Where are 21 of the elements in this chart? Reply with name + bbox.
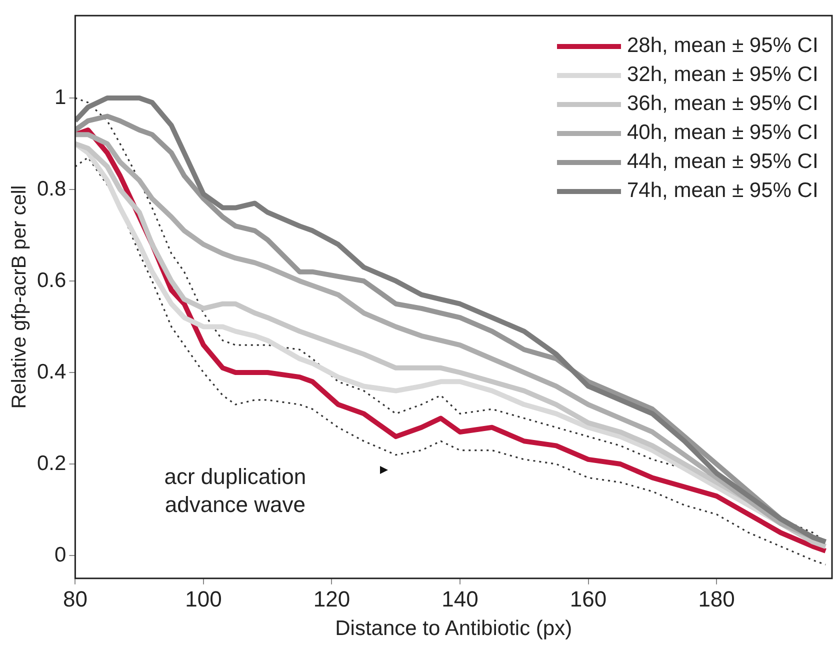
- legend-label: 32h, mean ± 95% CI: [627, 63, 818, 88]
- legend-label: 36h, mean ± 95% CI: [627, 92, 818, 116]
- legend-label: 44h, mean ± 95% CI: [627, 150, 818, 174]
- legend-label: 40h, mean ± 95% CI: [627, 121, 818, 146]
- x-tick-label: 140: [442, 586, 478, 612]
- x-tick-label: 120: [313, 586, 350, 612]
- annotation: acr duplication advance wave: [163, 463, 308, 520]
- x-tick-label: 160: [570, 586, 607, 612]
- y-tick-label: 0.8: [36, 177, 66, 200]
- y-tick-label: 0.6: [36, 268, 66, 292]
- y-tick-label: 0: [54, 543, 66, 566]
- y-tick-label: 1: [54, 86, 66, 109]
- legend-label: 74h, mean ± 95% CI: [627, 179, 818, 204]
- legend-label: 28h, mean ± 95% CI: [627, 34, 818, 58]
- x-tick-label: 100: [185, 586, 222, 612]
- y-axis-title: Relative gfp-acrB per cell: [8, 185, 31, 409]
- y-tick-label: 0.2: [36, 452, 66, 475]
- y-tick-label: 0.4: [36, 360, 67, 384]
- x-tick-label: 180: [698, 586, 735, 612]
- x-tick-label: 80: [62, 586, 88, 612]
- x-axis-title: Distance to Antibiotic (px): [335, 617, 572, 640]
